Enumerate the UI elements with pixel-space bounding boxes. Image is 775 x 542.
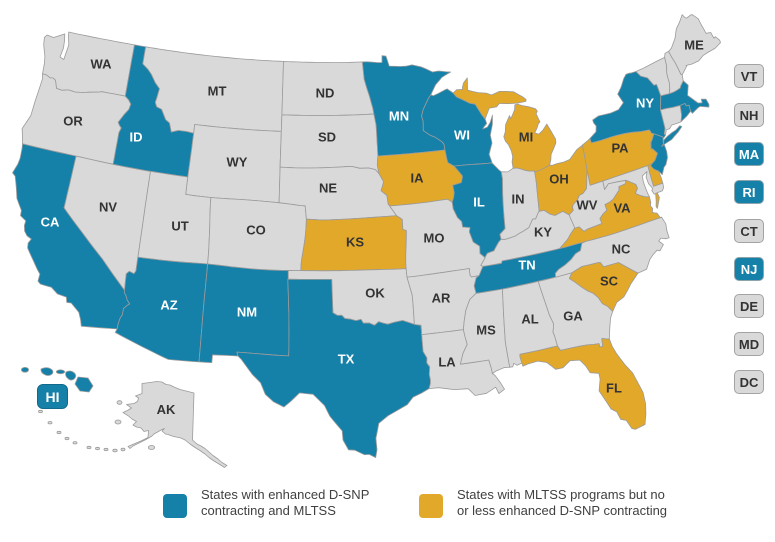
svg-text:UT: UT (171, 219, 188, 234)
svg-text:MT: MT (208, 84, 227, 99)
svg-text:MN: MN (389, 109, 409, 124)
svg-text:WV: WV (577, 198, 598, 213)
svg-text:OR: OR (63, 114, 83, 129)
svg-text:ND: ND (316, 86, 335, 101)
svg-text:ID: ID (130, 130, 143, 145)
svg-text:WI: WI (454, 128, 470, 143)
svg-text:CA: CA (41, 215, 60, 230)
svg-text:NY: NY (636, 96, 654, 111)
svg-text:WY: WY (227, 155, 248, 170)
svg-text:TX: TX (338, 352, 355, 367)
svg-text:NE: NE (319, 181, 337, 196)
svg-text:KS: KS (346, 235, 364, 250)
svg-text:FL: FL (606, 381, 622, 396)
svg-text:SC: SC (600, 274, 619, 289)
svg-text:LA: LA (438, 355, 456, 370)
svg-text:SD: SD (318, 130, 336, 145)
svg-text:ME: ME (684, 38, 704, 53)
svg-text:IN: IN (512, 192, 525, 207)
svg-text:OK: OK (365, 286, 385, 301)
svg-text:NM: NM (237, 305, 257, 320)
svg-text:CO: CO (246, 223, 266, 238)
svg-text:PA: PA (611, 141, 629, 156)
svg-text:AL: AL (521, 312, 538, 327)
svg-text:OH: OH (549, 172, 569, 187)
svg-text:IL: IL (473, 195, 485, 210)
svg-text:TN: TN (518, 258, 535, 273)
svg-text:MI: MI (519, 130, 533, 145)
svg-text:NV: NV (99, 200, 117, 215)
svg-text:WA: WA (91, 57, 113, 72)
svg-text:GA: GA (563, 309, 583, 324)
svg-text:MO: MO (424, 231, 445, 246)
svg-text:IA: IA (411, 171, 425, 186)
svg-text:NC: NC (612, 242, 631, 257)
svg-text:AR: AR (432, 291, 451, 306)
svg-text:AK: AK (157, 402, 176, 417)
svg-text:VA: VA (613, 201, 631, 216)
svg-text:KY: KY (534, 225, 552, 240)
svg-text:AZ: AZ (160, 298, 177, 313)
svg-text:MS: MS (476, 323, 496, 338)
